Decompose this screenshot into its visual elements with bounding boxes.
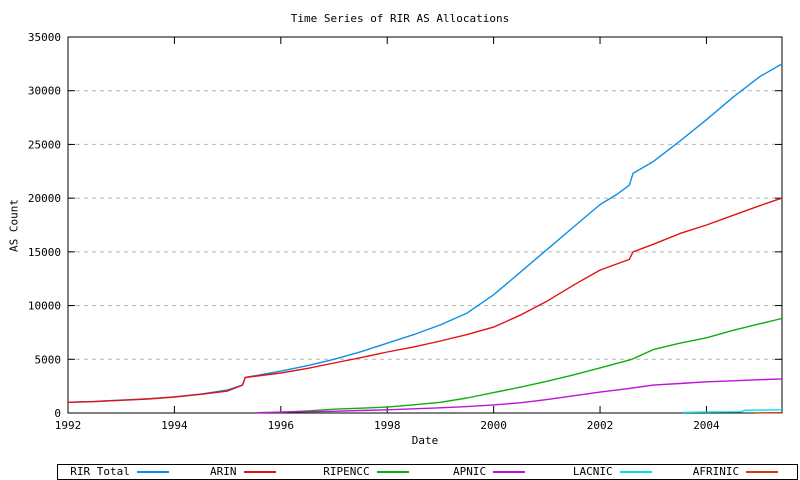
series-line-arin <box>67 197 783 403</box>
y-tick-label: 10000 <box>28 300 61 313</box>
x-tick-label: 1994 <box>161 419 188 432</box>
x-tick-label: 1992 <box>55 419 82 432</box>
x-tick-label: 2002 <box>587 419 614 432</box>
x-tick-label: 2000 <box>480 419 507 432</box>
legend-box: RIR Total ARIN RIPENCC APNIC LACNIC AFRI… <box>57 464 798 480</box>
legend-label: LACNIC <box>572 465 613 478</box>
x-tick-label: 1998 <box>374 419 401 432</box>
x-tick-label: 2004 <box>693 419 720 432</box>
legend-label: RIPENCC <box>323 465 370 478</box>
legend-label: RIR Total <box>70 465 130 478</box>
y-tick-label: 15000 <box>28 246 61 259</box>
legend-entry-arin: ARIN <box>181 465 304 479</box>
y-tick-label: 35000 <box>28 31 61 44</box>
legend-label: AFRINIC <box>692 465 740 478</box>
series-line-rir-total <box>67 63 783 403</box>
legend-label: ARIN <box>210 465 237 478</box>
legend-line-sample <box>376 471 409 473</box>
y-tick-label: 20000 <box>28 192 61 205</box>
legend-entry-lacnic: LACNIC <box>551 465 674 479</box>
legend-line-sample <box>243 471 276 473</box>
y-tick-label: 25000 <box>28 138 61 151</box>
series-line-lacnic <box>682 409 783 414</box>
y-tick-label: 0 <box>54 407 61 420</box>
series-line-ripencc <box>275 317 783 414</box>
legend-entry-ripencc: RIPENCC <box>304 465 427 479</box>
chart-title: Time Series of RIR AS Allocations <box>290 12 510 25</box>
legend-label: APNIC <box>453 465 487 478</box>
legend-entry-afrinic: AFRINIC <box>674 465 797 479</box>
y-tick-label: 30000 <box>28 85 61 98</box>
legend-entry-rir-total: RIR Total <box>58 465 181 479</box>
legend-line-sample <box>746 471 779 473</box>
legend-entry-apnic: APNIC <box>428 465 551 479</box>
plot-border <box>67 36 783 414</box>
y-tick-label: 5000 <box>35 353 62 366</box>
legend-line-sample <box>136 471 169 473</box>
series-line-apnic <box>256 378 783 414</box>
x-tick-label: 1996 <box>268 419 295 432</box>
legend-line-sample <box>619 471 652 473</box>
legend-line-sample <box>493 471 526 473</box>
x-axis-title: Date <box>411 434 439 447</box>
